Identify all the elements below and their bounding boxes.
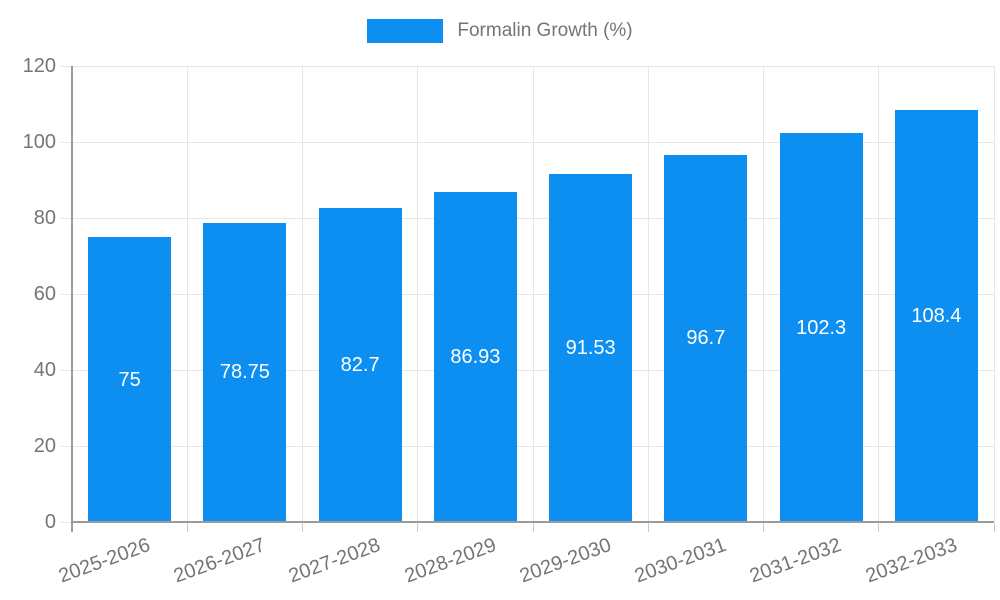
x-tick-label: 2026-2027 <box>170 534 269 588</box>
gridline-vertical <box>532 66 534 522</box>
y-axis-tick <box>61 293 72 295</box>
gridline-vertical <box>878 66 880 522</box>
gridline-vertical <box>647 66 649 522</box>
bar: 78.75 <box>203 222 287 522</box>
y-axis-tick <box>61 141 72 143</box>
bar-value-label: 86.93 <box>450 345 501 368</box>
x-axis-tick <box>763 523 764 532</box>
bar-value-label: 102.3 <box>796 316 847 339</box>
gridline-vertical <box>763 66 764 522</box>
bar-value-label: 82.7 <box>340 353 380 376</box>
gridline-vertical <box>417 66 419 522</box>
legend: Formalin Growth (%) <box>0 19 1000 43</box>
x-tick-label: 2031-2032 <box>747 534 845 588</box>
legend-label: Formalin Growth (%) <box>457 20 633 41</box>
bar-value-label: 75 <box>118 368 141 391</box>
y-tick-label: 120 <box>22 55 56 77</box>
bar: 82.7 <box>318 207 402 522</box>
bar-value-label: 78.75 <box>219 361 270 384</box>
gridline-vertical <box>302 66 303 522</box>
x-tick-label: 2028-2029 <box>401 534 499 588</box>
y-tick-label: 20 <box>33 435 56 457</box>
x-axis-tick <box>302 523 303 532</box>
y-axis-line <box>71 66 73 532</box>
y-axis-tick <box>61 369 72 371</box>
x-tick-label: 2025-2026 <box>55 534 154 588</box>
gridline-vertical <box>993 66 995 522</box>
y-tick-label: 40 <box>33 359 56 381</box>
x-axis-tick <box>186 523 188 532</box>
x-axis-tick <box>417 523 419 532</box>
x-tick-label: 2027-2028 <box>286 534 384 588</box>
y-tick-label: 80 <box>33 207 56 229</box>
bar-value-label: 96.7 <box>686 327 726 350</box>
bar: 102.3 <box>779 133 863 522</box>
x-axis-line <box>71 521 994 523</box>
y-axis-tick <box>61 521 72 523</box>
bar: 75 <box>88 237 172 522</box>
x-axis-tick <box>878 523 880 532</box>
bar-value-label: 91.53 <box>565 337 616 360</box>
gridline-vertical <box>186 66 188 522</box>
y-tick-label: 100 <box>22 131 56 153</box>
plot-area: 0 20 40 60 80 100 120 75 78.75 82.7 86.93 91.53 96.7… <box>23 55 995 587</box>
x-tick-label: 2029-2030 <box>516 534 615 588</box>
bar: 86.93 <box>433 191 517 522</box>
bar: 108.4 <box>894 110 978 522</box>
y-axis-tick <box>61 217 72 219</box>
bar: 91.53 <box>549 174 633 522</box>
x-axis-tick <box>993 523 995 532</box>
x-tick-label: 2032-2033 <box>862 534 960 588</box>
x-tick-label: 2030-2031 <box>631 534 730 588</box>
bar: 96.7 <box>664 154 748 522</box>
y-axis-tick <box>61 65 72 67</box>
y-tick-label: 60 <box>33 283 56 305</box>
x-axis-tick <box>532 523 534 532</box>
y-axis-tick <box>61 445 72 447</box>
y-tick-label: 0 <box>44 511 56 533</box>
bar-value-label: 108.4 <box>911 305 962 328</box>
x-axis-tick <box>647 523 649 532</box>
legend-swatch <box>367 19 444 43</box>
